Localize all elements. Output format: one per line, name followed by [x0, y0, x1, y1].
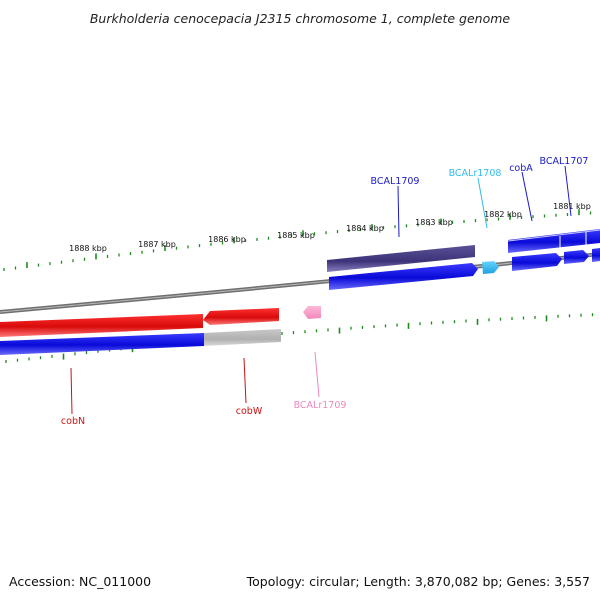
label-cobN[interactable]: cobN: [61, 416, 85, 427]
reverse-strand-track: [0, 306, 321, 355]
gene-labels-bottom: cobN cobW BCALr1709: [61, 351, 347, 427]
accession-text: Accession: NC_011000: [9, 574, 151, 589]
label-BCAL1709[interactable]: BCAL1709: [371, 176, 420, 187]
ruler-top: [3, 209, 592, 271]
gene-cobA[interactable]: [512, 253, 562, 271]
gene-BCALr1709[interactable]: [303, 306, 321, 319]
gene-cobN-blue[interactable]: [0, 333, 204, 355]
label-BCALr1708[interactable]: BCALr1708: [449, 168, 502, 179]
gene-BCAL1707[interactable]: [564, 250, 589, 264]
gene-next[interactable]: [592, 248, 600, 262]
label-cobA[interactable]: cobA: [509, 163, 533, 174]
tick-label: 1881 kbp: [553, 202, 591, 211]
tick-label: 1882 kbp: [484, 210, 522, 219]
label-cobW[interactable]: cobW: [236, 406, 263, 417]
tick-label: 1888 kbp: [69, 244, 107, 253]
tick-label: 1885 kbp: [277, 231, 315, 240]
map-title: Burkholderia cenocepacia J2315 chromosom…: [90, 11, 511, 26]
label-BCAL1707[interactable]: BCAL1707: [540, 156, 589, 167]
tick-label: 1886 kbp: [208, 235, 246, 244]
gene-cobN[interactable]: [0, 314, 203, 337]
tick-label: 1887 kbp: [138, 240, 176, 249]
gene-gray-segment[interactable]: [204, 329, 281, 346]
genome-backbone: [0, 252, 600, 314]
tick-label: 1884 kbp: [346, 224, 384, 233]
gene-BCAL1709-pseudo[interactable]: [327, 245, 475, 272]
gene-cobW[interactable]: [203, 308, 279, 325]
topology-text: Topology: circular; Length: 3,870,082 bp…: [246, 574, 590, 589]
gene-BCALr1708[interactable]: [482, 261, 499, 274]
gene-BCAL1709[interactable]: [329, 263, 478, 290]
gene-labels-top: BCAL1709 BCALr1708 cobA BCAL1707: [371, 156, 589, 238]
tick-label: 1883 kbp: [415, 218, 453, 227]
gene-cobA-region[interactable]: [508, 229, 600, 253]
forward-strand-track: [327, 229, 600, 290]
tick-labels: 1888 kbp 1887 kbp 1886 kbp 1885 kbp 1884…: [69, 202, 591, 253]
label-BCALr1709[interactable]: BCALr1709: [294, 400, 347, 411]
